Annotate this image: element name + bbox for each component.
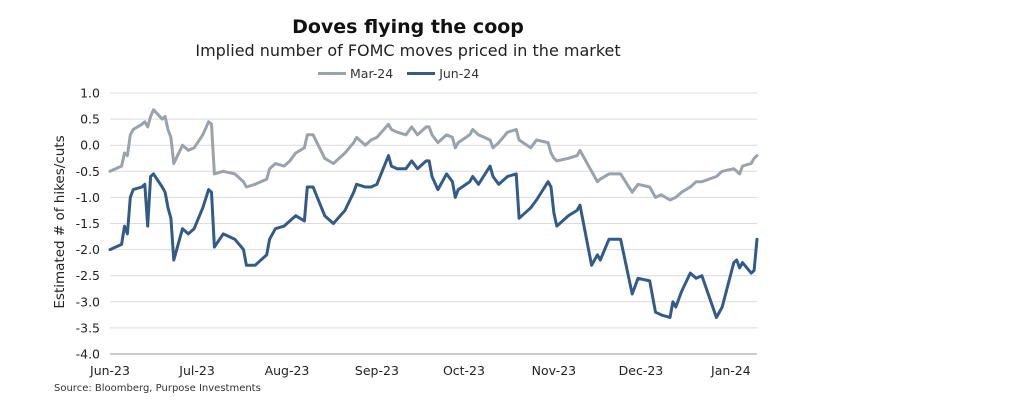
y-tick-label: -2.5 [76,268,100,283]
legend-swatch-mar24 [318,72,346,75]
chart-title: Doves flying the coop [292,16,524,38]
x-tick-label: Jul-23 [178,363,215,378]
y-tick-label: 0.0 [80,138,100,153]
chart-subtitle: Implied number of FOMC moves priced in t… [195,41,621,60]
x-tick-label: Sep-23 [355,363,399,378]
legend-item-jun24: Jun-24 [407,66,479,81]
y-tick-label: 0.5 [80,112,100,127]
series-line-mar24 [108,108,759,202]
legend-label-jun24: Jun-24 [439,66,480,81]
x-tick-label: Jan-24 [710,363,751,378]
x-tick-label: Dec-23 [619,363,664,378]
x-tick-label: Nov-23 [532,363,576,378]
y-tick-label: 1.0 [80,86,100,101]
y-axis-label: Estimated # of hikes/cuts [52,135,68,308]
x-tick-label: Oct-23 [443,363,485,378]
x-tick-label: Jun-23 [89,363,130,378]
y-tick-label: -0.5 [76,164,100,179]
legend-swatch-jun24 [407,72,436,75]
legend-item-mar24: Mar-24 [318,66,393,81]
y-tick-label: -4.0 [76,347,100,362]
y-tick-label: -2.0 [76,242,100,257]
y-tick-label: -1.5 [76,216,100,231]
legend-label-mar24: Mar-24 [350,66,394,81]
series-lines [108,108,759,319]
x-tick-label: Aug-23 [265,363,310,378]
y-tick-label: -1.0 [76,190,100,205]
gridlines [110,92,757,355]
y-axis-ticks: 1.0 0.5 0.0 -0.5 -1.0 -1.5 -2.0 -2.5 -3.0 -3.5 -4.… [76,86,100,362]
x-axis-ticks: Jun-23 Jul-23 Aug-23 Sep-23 Oct-23 Nov-23 Dec-… [89,363,751,378]
y-tick-label: -3.0 [76,294,100,309]
source-note: Source: Bloomberg, Purpose Investments [54,383,261,394]
y-tick-label: -3.5 [76,320,100,335]
series-line-jun24 [108,154,759,319]
chart-legend: Mar-24 Jun-24 [318,66,493,81]
